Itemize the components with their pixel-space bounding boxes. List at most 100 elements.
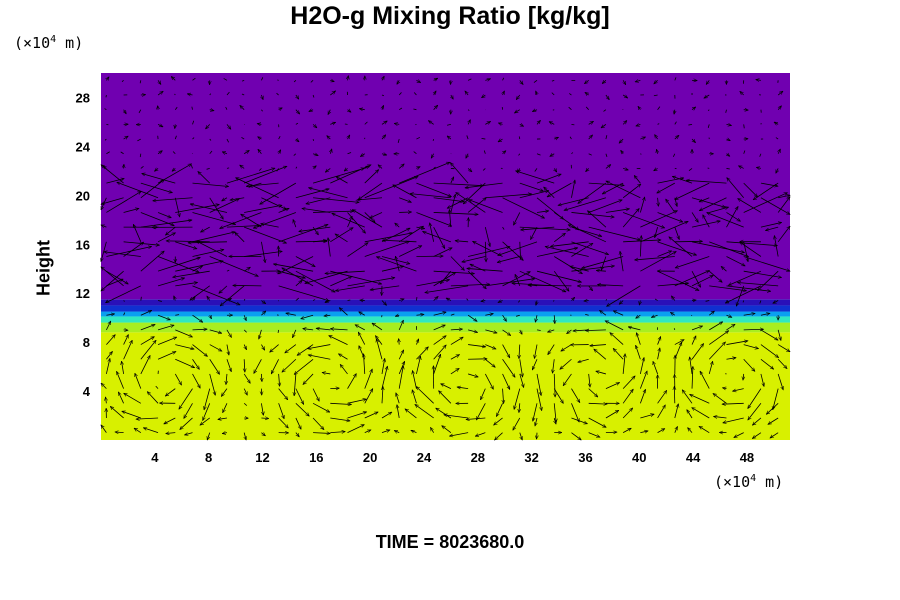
wind-vector	[104, 138, 107, 141]
wind-vector	[140, 340, 156, 360]
wind-vector	[436, 408, 452, 419]
wind-vector	[394, 123, 400, 124]
wind-vector	[484, 373, 494, 389]
y-tick-label: 20	[76, 188, 90, 203]
wind-vector	[105, 358, 110, 375]
wind-vector	[433, 312, 446, 316]
wind-vector	[753, 182, 779, 200]
wind-vector	[578, 182, 607, 203]
wind-vector	[588, 182, 624, 185]
wind-vector	[447, 136, 452, 139]
wind-vector	[467, 78, 472, 81]
wind-vector	[607, 285, 641, 307]
wind-vector	[554, 256, 582, 274]
wind-vector	[210, 315, 212, 319]
wind-vector	[450, 163, 469, 184]
wind-vector	[585, 314, 589, 316]
wind-vector	[450, 177, 455, 184]
wind-vector	[327, 136, 331, 139]
wind-vector	[752, 417, 762, 425]
wind-vector	[310, 80, 314, 83]
wind-vector	[691, 336, 697, 345]
wind-vector	[568, 106, 572, 110]
y-tick-labels: 4 8 12 16 20 24 28	[76, 90, 91, 399]
wind-vector	[535, 417, 537, 426]
wind-vector	[330, 122, 335, 124]
wind-vector	[381, 227, 410, 243]
wind-vector	[121, 80, 124, 83]
wind-vector	[468, 329, 477, 333]
wind-vector	[147, 392, 159, 404]
wind-vector	[589, 373, 590, 387]
wind-vector	[433, 212, 479, 214]
wind-vector	[416, 386, 434, 404]
wind-vector	[332, 212, 365, 228]
wind-vector	[243, 402, 248, 406]
wind-vector	[364, 241, 410, 257]
wind-vector	[295, 270, 335, 293]
wind-vector	[636, 315, 641, 318]
wind-vector	[672, 153, 676, 157]
wind-vector	[241, 214, 262, 228]
wind-vector	[433, 105, 438, 110]
wind-vector	[675, 426, 678, 433]
wind-vector	[578, 358, 589, 362]
wind-vector	[295, 280, 302, 287]
wind-vector	[726, 324, 735, 331]
wind-vector	[372, 323, 383, 331]
wind-vector	[485, 314, 493, 316]
wind-vector	[357, 332, 366, 345]
wind-vector	[226, 269, 230, 272]
wind-vector	[623, 168, 628, 170]
wind-vector	[209, 150, 213, 154]
wind-vector	[312, 94, 315, 98]
wind-vector	[172, 168, 175, 171]
wind-vector	[244, 432, 246, 440]
wind-vector	[106, 270, 128, 284]
wind-vector	[106, 279, 123, 287]
wind-vector	[536, 329, 541, 331]
wind-vector	[636, 124, 641, 126]
wind-vector	[260, 182, 297, 204]
wind-vector	[261, 197, 286, 210]
wind-vector	[485, 79, 490, 81]
x-tick-label: 48	[740, 450, 754, 465]
wind-vector	[188, 242, 227, 243]
wind-vector	[639, 371, 647, 389]
wind-vector	[516, 94, 521, 100]
wind-vector	[399, 299, 404, 301]
wind-vector	[226, 91, 230, 96]
wind-vector	[777, 373, 783, 390]
wind-vector	[175, 124, 176, 128]
wind-vector	[536, 270, 581, 282]
wind-vector	[330, 228, 353, 243]
wind-vector	[690, 394, 710, 404]
wind-vector	[654, 298, 658, 301]
wind-vector	[190, 165, 193, 169]
wind-vector	[513, 212, 521, 225]
wind-vector	[620, 251, 624, 272]
wind-vector	[619, 138, 624, 143]
wind-vector	[135, 373, 142, 389]
wind-vector	[187, 94, 193, 95]
wind-vector	[140, 180, 164, 199]
wind-vector	[528, 285, 572, 286]
wind-vector	[651, 315, 658, 317]
wind-vector	[638, 106, 640, 109]
wind-vector	[536, 300, 537, 306]
wind-vector	[622, 212, 665, 227]
wind-vector	[412, 390, 417, 404]
wind-vector	[657, 390, 667, 404]
wind-vector	[553, 403, 556, 422]
wind-vector	[674, 121, 677, 125]
wind-vector	[295, 166, 298, 169]
wind-vector	[201, 226, 210, 233]
wind-vector	[140, 337, 155, 345]
wind-vector	[364, 429, 371, 434]
wind-vector	[140, 296, 142, 301]
wind-vector	[101, 197, 124, 205]
wind-vector	[674, 77, 677, 81]
wind-vector	[743, 256, 790, 272]
wind-vector	[179, 388, 193, 410]
